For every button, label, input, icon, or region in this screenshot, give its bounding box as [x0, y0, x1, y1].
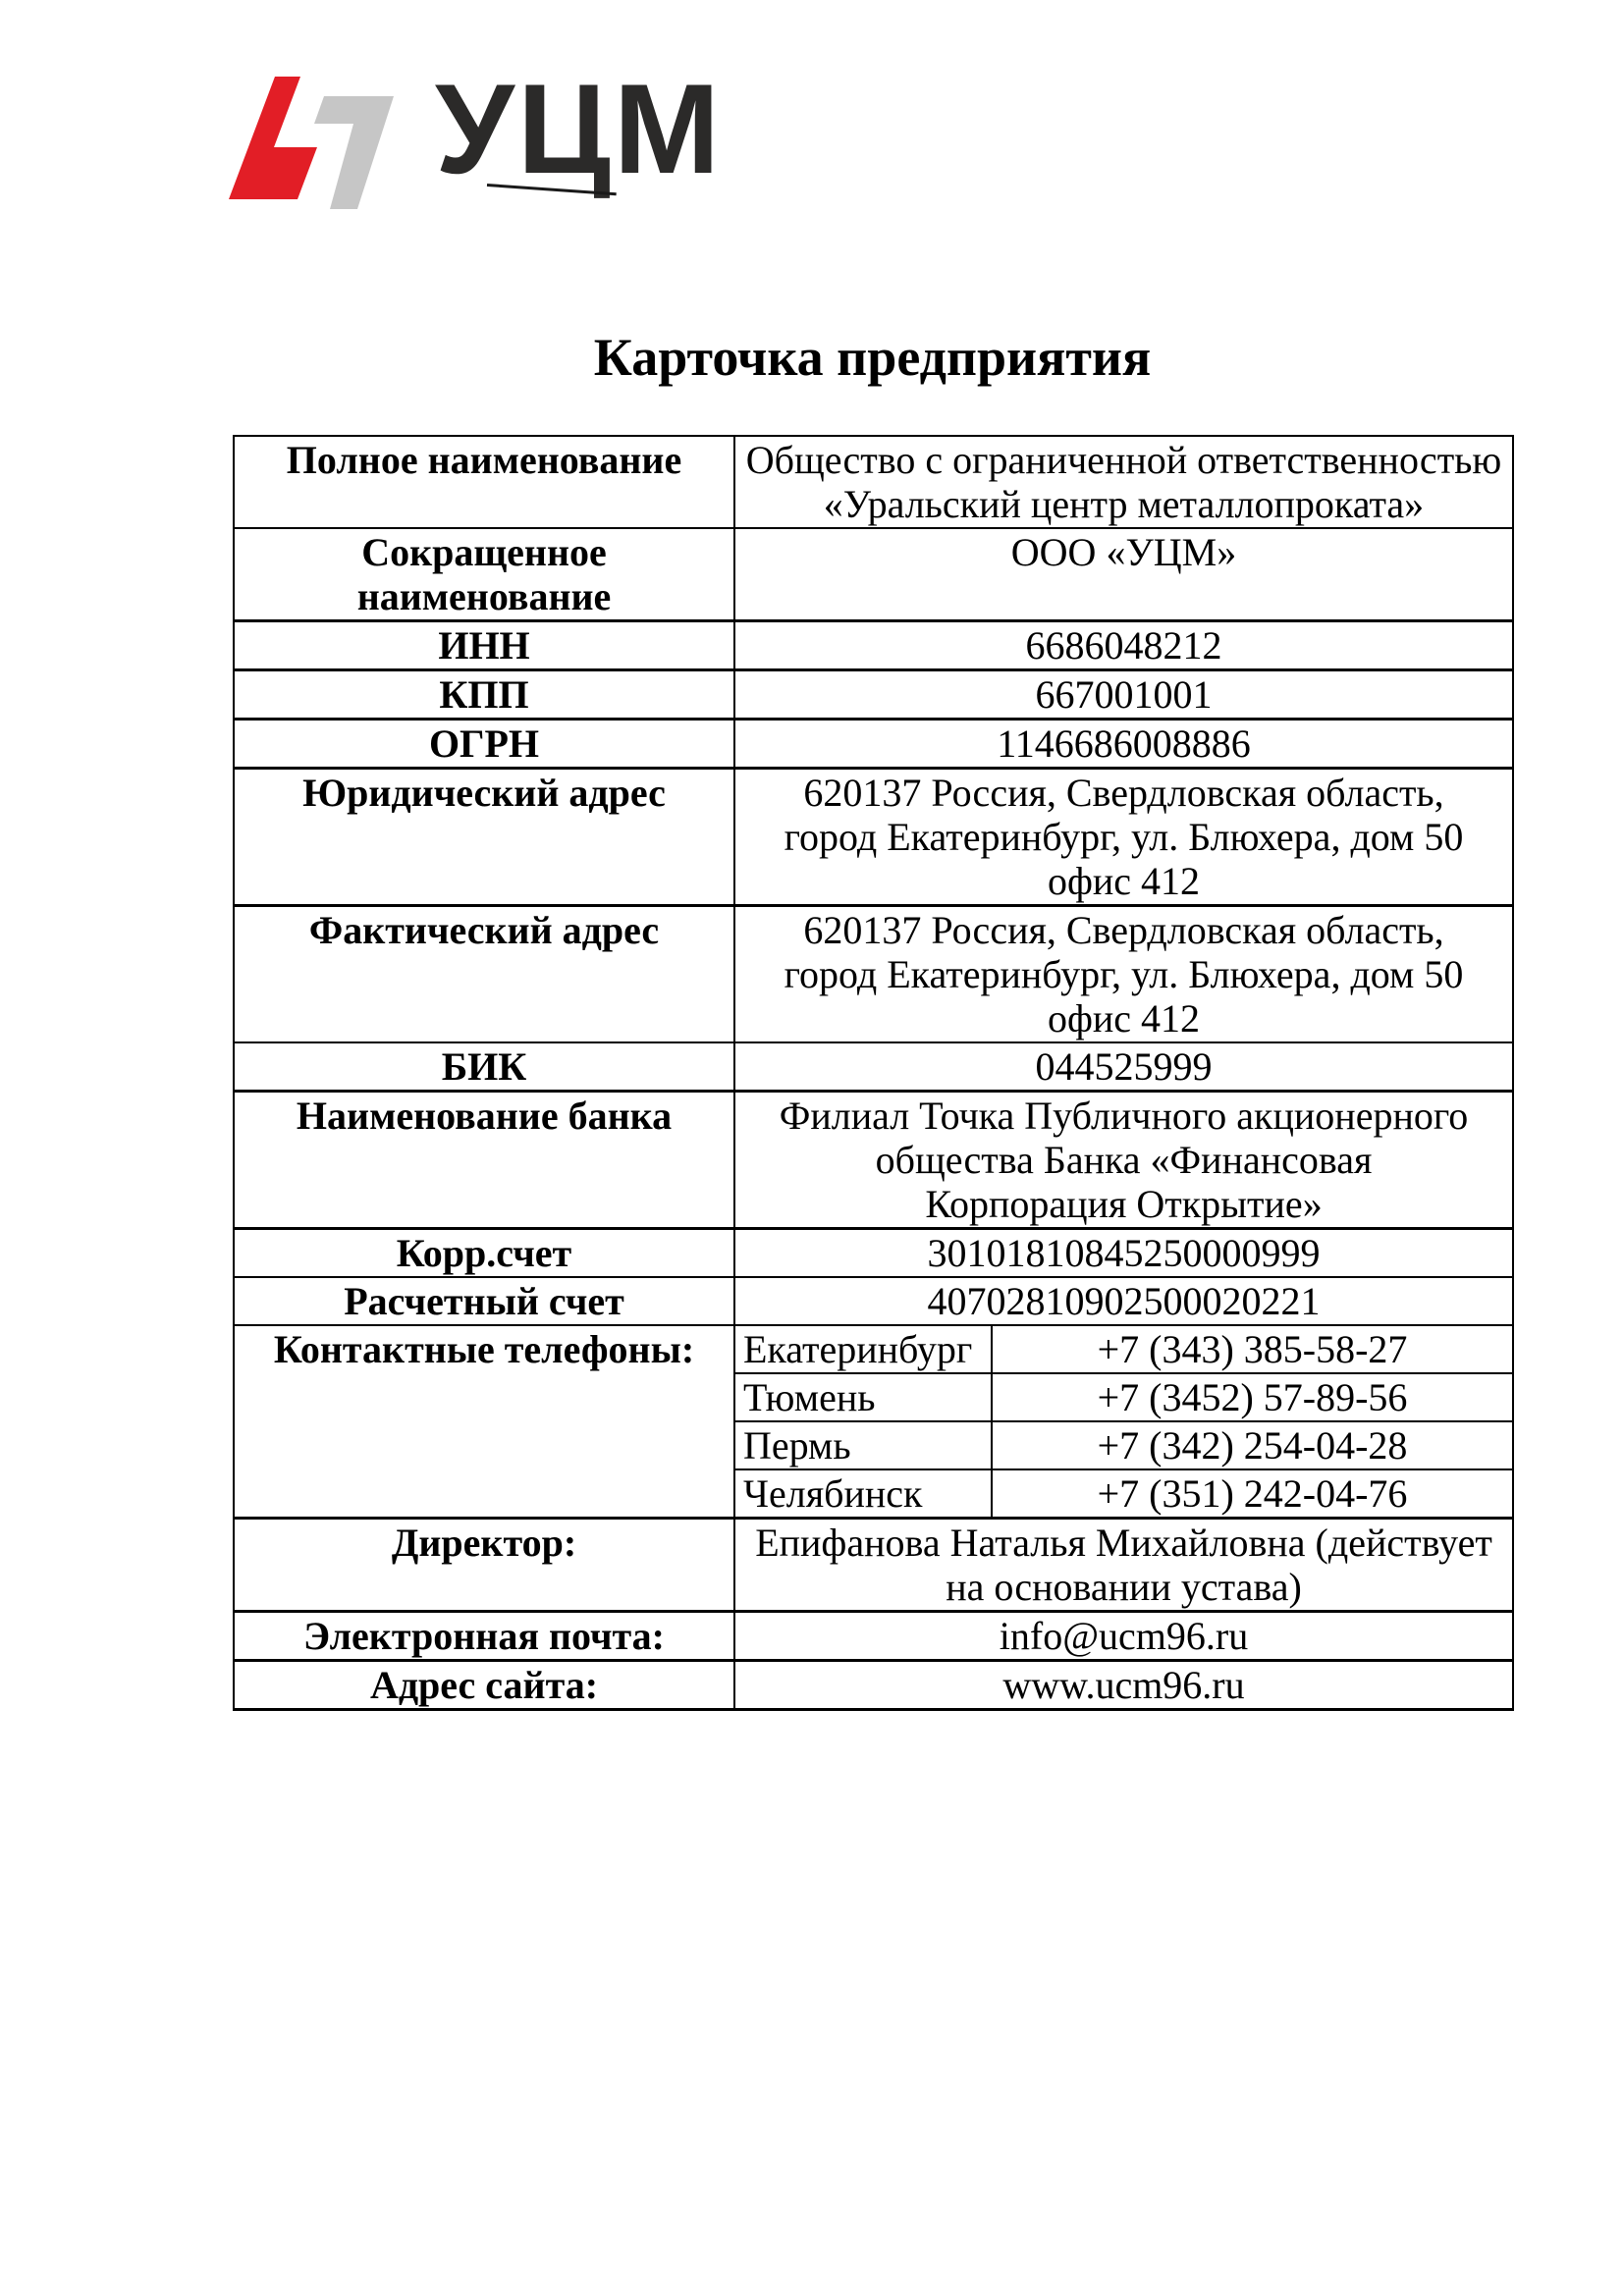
company-logo: УЦМ — [0, 0, 1623, 255]
phone-city-tyumen: Тюмень — [733, 1372, 993, 1422]
value-inn: 6686048212 — [733, 619, 1514, 671]
row-phone-tyumen: Тюмень +7 (3452) 57-89-56 — [234, 1372, 1514, 1422]
phone-city-perm: Пермь — [733, 1420, 993, 1470]
label-bik: БИК — [233, 1041, 735, 1093]
logo-wordmark: УЦМ — [435, 57, 724, 200]
label-bank-name: Наименование банка — [233, 1090, 735, 1230]
value-ogrn: 1146686008886 — [733, 718, 1514, 770]
logo-red-l-icon — [229, 77, 317, 199]
row-director: Директор: Епифанова Наталья Михайловна (… — [233, 1517, 1514, 1613]
row-actual-address: Фактический адрес 620137 Россия, Свердло… — [233, 904, 1514, 1043]
label-email: Электронная почта: — [233, 1610, 735, 1662]
row-corr-account: Корр.счет 30101810845250000999 — [233, 1227, 1514, 1278]
row-phone-chelyabinsk: Челябинск +7 (351) 242-04-76 — [234, 1468, 1514, 1520]
value-email: info@ucm96.ru — [733, 1610, 1514, 1662]
logo-gray-7-icon — [314, 96, 394, 209]
phone-number-ekaterinburg: +7 (343) 385-58-27 — [991, 1324, 1514, 1374]
label-kpp: КПП — [233, 668, 735, 721]
row-settlement-account: Расчетный счет 40702810902500020221 — [233, 1276, 1514, 1326]
label-corr-account: Корр.счет — [233, 1227, 735, 1278]
value-settlement-account: 40702810902500020221 — [733, 1276, 1514, 1326]
value-website: www.ucm96.ru — [733, 1659, 1514, 1711]
label-website: Адрес сайта: — [233, 1659, 735, 1711]
row-contact-phones: Контактные телефоны: Екатеринбург +7 (34… — [233, 1324, 1514, 1520]
phone-city-ekaterinburg: Екатеринбург — [733, 1324, 993, 1374]
phone-number-chelyabinsk: +7 (351) 242-04-76 — [991, 1468, 1514, 1520]
value-legal-address: 620137 Россия, Свердловская область, гор… — [733, 767, 1514, 907]
row-short-name: Сокращенное наименование ООО «УЦМ» — [233, 527, 1514, 622]
phone-number-perm: +7 (342) 254-04-28 — [991, 1420, 1514, 1470]
row-full-name: Полное наименование Общество с ограничен… — [233, 435, 1514, 529]
phone-number-tyumen: +7 (3452) 57-89-56 — [991, 1372, 1514, 1422]
row-ogrn: ОГРН 1146686008886 — [233, 718, 1514, 770]
value-full-name: Общество с ограниченной ответственностью… — [733, 435, 1514, 529]
row-inn: ИНН 6686048212 — [233, 619, 1514, 671]
value-short-name: ООО «УЦМ» — [733, 527, 1514, 622]
row-email: Электронная почта: info@ucm96.ru — [233, 1610, 1514, 1662]
label-settlement-account: Расчетный счет — [233, 1276, 735, 1326]
value-bik: 044525999 — [733, 1041, 1514, 1093]
value-kpp: 667001001 — [733, 668, 1514, 721]
row-website: Адрес сайта: www.ucm96.ru — [233, 1659, 1514, 1711]
label-contact-phones: Контактные телефоны: — [233, 1324, 735, 1520]
value-bank-name: Филиал Точка Публичного акционерного общ… — [733, 1090, 1514, 1230]
row-bank-name: Наименование банка Филиал Точка Публично… — [233, 1090, 1514, 1230]
label-director: Директор: — [233, 1517, 735, 1613]
phone-city-chelyabinsk: Челябинск — [733, 1468, 993, 1520]
row-bik: БИК 044525999 — [233, 1041, 1514, 1093]
label-ogrn: ОГРН — [233, 718, 735, 770]
value-director: Епифанова Наталья Михайловна (действует … — [733, 1517, 1514, 1613]
label-legal-address: Юридический адрес — [233, 767, 735, 907]
label-full-name: Полное наименование — [233, 435, 735, 529]
value-actual-address: 620137 Россия, Свердловская область, гор… — [733, 904, 1514, 1043]
label-short-name: Сокращенное наименование — [233, 527, 735, 622]
label-inn: ИНН — [233, 619, 735, 671]
row-kpp: КПП 667001001 — [233, 668, 1514, 721]
row-phone-perm: Пермь +7 (342) 254-04-28 — [234, 1420, 1514, 1470]
label-actual-address: Фактический адрес — [233, 904, 735, 1043]
page-title: Карточка предприятия — [593, 328, 1152, 387]
company-card-table: Полное наименование Общество с ограничен… — [233, 435, 1514, 1711]
row-legal-address: Юридический адрес 620137 Россия, Свердло… — [233, 767, 1514, 907]
value-corr-account: 30101810845250000999 — [733, 1227, 1514, 1278]
